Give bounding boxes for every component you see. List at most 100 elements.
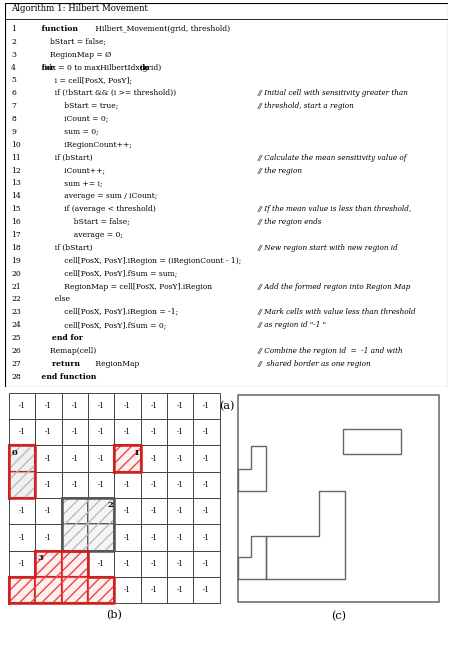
Bar xyxy=(62,498,88,524)
Text: -1: -1 xyxy=(19,402,26,410)
Bar xyxy=(35,471,62,498)
Bar xyxy=(88,446,114,471)
Text: -1: -1 xyxy=(98,428,105,436)
Bar xyxy=(88,524,114,551)
Text: -1: -1 xyxy=(124,428,131,436)
Text: return: return xyxy=(31,360,80,368)
Text: // Mark cells with value less than threshold: // Mark cells with value less than thres… xyxy=(258,308,416,316)
Bar xyxy=(35,551,62,577)
Bar xyxy=(62,393,88,419)
Bar xyxy=(9,577,35,604)
Text: -1: -1 xyxy=(203,428,210,436)
Bar xyxy=(193,471,220,498)
Bar xyxy=(62,577,88,604)
Bar xyxy=(167,471,193,498)
Bar xyxy=(115,524,141,551)
Bar xyxy=(62,524,88,551)
Text: RegionMap = Ø: RegionMap = Ø xyxy=(31,50,111,59)
Bar xyxy=(9,524,35,551)
Bar xyxy=(193,446,220,471)
Text: -1: -1 xyxy=(150,533,157,542)
Text: 25: 25 xyxy=(11,334,21,342)
Text: 8: 8 xyxy=(11,115,16,123)
Bar xyxy=(9,393,35,419)
Text: if (bStart): if (bStart) xyxy=(31,154,93,162)
Text: // the region: // the region xyxy=(258,166,303,175)
Bar xyxy=(115,446,141,471)
Bar xyxy=(35,551,62,577)
Text: end function: end function xyxy=(31,373,96,381)
Text: 1: 1 xyxy=(133,449,139,457)
Bar xyxy=(193,524,220,551)
Bar xyxy=(167,577,193,604)
Text: -1: -1 xyxy=(124,586,131,594)
Text: 18: 18 xyxy=(11,244,21,252)
Bar xyxy=(115,446,141,471)
Text: -1: -1 xyxy=(203,586,210,594)
Bar xyxy=(115,551,141,577)
Text: cell[PosX, PosY].fSum = 0;: cell[PosX, PosY].fSum = 0; xyxy=(31,321,167,329)
Text: 10: 10 xyxy=(11,141,21,149)
Text: sum += i;: sum += i; xyxy=(31,179,103,188)
Text: -1: -1 xyxy=(72,402,78,410)
Bar xyxy=(88,524,114,551)
Bar xyxy=(62,524,88,551)
Text: 7: 7 xyxy=(11,102,16,110)
Text: Hilbert_Movement(grid, threshold): Hilbert_Movement(grid, threshold) xyxy=(92,25,230,33)
Text: i = cell[PosX, PosY];: i = cell[PosX, PosY]; xyxy=(31,76,132,84)
Text: bStart = false;: bStart = false; xyxy=(31,38,106,46)
Bar xyxy=(9,471,35,498)
Text: Remap(cell): Remap(cell) xyxy=(31,347,96,355)
Text: (b): (b) xyxy=(106,610,122,620)
Text: Algorithm 1: Hilbert Movement: Algorithm 1: Hilbert Movement xyxy=(11,5,148,14)
Text: // Combine the region id  =  -1 and with: // Combine the region id = -1 and with xyxy=(258,347,403,355)
Text: -1: -1 xyxy=(19,428,26,436)
Bar xyxy=(193,577,220,604)
Bar xyxy=(88,524,114,551)
Bar xyxy=(35,524,62,551)
Text: do: do xyxy=(140,63,150,72)
Bar xyxy=(62,419,88,446)
Text: 2: 2 xyxy=(11,38,16,46)
Text: // the region ends: // the region ends xyxy=(258,218,322,226)
Text: 15: 15 xyxy=(11,205,21,213)
Text: // New region start with new region id: // New region start with new region id xyxy=(258,244,398,252)
Text: idx = 0 to maxHilbertIdx(grid): idx = 0 to maxHilbertIdx(grid) xyxy=(42,63,164,72)
Text: -1: -1 xyxy=(177,586,183,594)
Text: // Initial cell with sensitivity greater than: // Initial cell with sensitivity greater… xyxy=(258,89,409,97)
Bar xyxy=(9,577,35,604)
Text: -1: -1 xyxy=(45,481,52,489)
Text: -1: -1 xyxy=(150,402,157,410)
Text: 26: 26 xyxy=(11,347,21,355)
Bar xyxy=(62,577,88,604)
Text: // threshold, start a region: // threshold, start a region xyxy=(258,102,354,110)
Bar xyxy=(115,419,141,446)
Bar xyxy=(193,498,220,524)
Bar xyxy=(193,419,220,446)
Bar xyxy=(9,446,35,471)
Text: 9: 9 xyxy=(11,128,16,136)
Text: -1: -1 xyxy=(177,402,183,410)
Bar xyxy=(141,471,167,498)
Text: RegionMap: RegionMap xyxy=(93,360,139,368)
Text: 21: 21 xyxy=(11,283,21,290)
Text: cell[PosX, PosY].iRegion = -1;: cell[PosX, PosY].iRegion = -1; xyxy=(31,308,178,316)
Text: sum = 0;: sum = 0; xyxy=(31,128,99,136)
Bar xyxy=(62,524,88,551)
Text: iRegionCount++;: iRegionCount++; xyxy=(31,141,132,149)
Text: 24: 24 xyxy=(11,321,21,329)
Bar xyxy=(9,551,35,577)
Bar xyxy=(88,498,114,524)
Text: 6: 6 xyxy=(11,89,16,97)
Bar xyxy=(141,524,167,551)
Bar xyxy=(88,419,114,446)
Bar xyxy=(62,446,88,471)
Text: for: for xyxy=(31,63,54,72)
Text: 11: 11 xyxy=(11,154,21,162)
Bar xyxy=(115,577,141,604)
Text: average = sum / iCount;: average = sum / iCount; xyxy=(31,192,158,201)
Text: end for: end for xyxy=(31,334,83,342)
Text: -1: -1 xyxy=(72,481,78,489)
Text: 12: 12 xyxy=(11,166,21,175)
Text: 20: 20 xyxy=(11,270,21,277)
